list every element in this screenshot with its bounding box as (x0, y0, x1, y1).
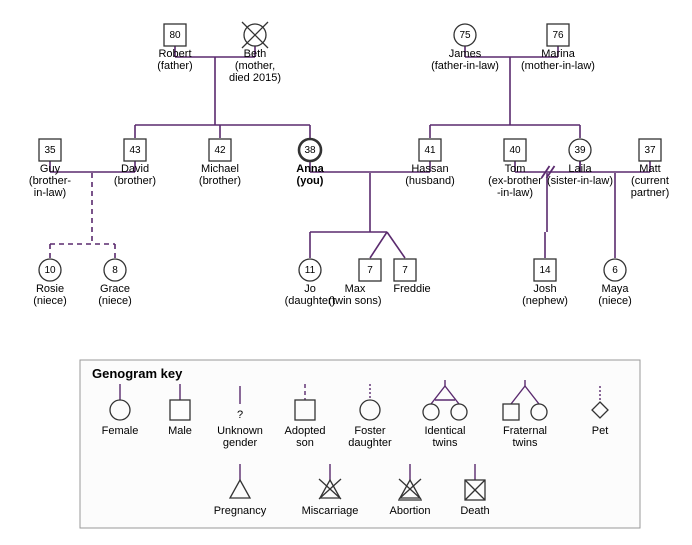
svg-text:(brother): (brother) (114, 175, 156, 187)
svg-text:Laila: Laila (568, 163, 592, 175)
svg-text:(sister-in-law): (sister-in-law) (547, 175, 613, 187)
svg-text:Beth: Beth (244, 48, 267, 60)
svg-text:14: 14 (539, 265, 551, 276)
svg-text:Female: Female (102, 425, 139, 437)
svg-text:Grace: Grace (100, 283, 130, 295)
svg-text:(father-in-law): (father-in-law) (431, 60, 499, 72)
svg-text:76: 76 (552, 30, 564, 41)
svg-text:(twin sons): (twin sons) (328, 295, 381, 307)
svg-text:38: 38 (304, 145, 316, 156)
svg-text:7: 7 (367, 265, 373, 276)
svg-text:(brother): (brother) (199, 175, 241, 187)
svg-text:42: 42 (214, 145, 226, 156)
svg-text:Unknown: Unknown (217, 425, 263, 437)
svg-text:partner): partner) (631, 187, 670, 199)
svg-text:Max: Max (345, 283, 366, 295)
svg-text:Matt: Matt (639, 163, 660, 175)
svg-text:Josh: Josh (533, 283, 556, 295)
svg-text:(niece): (niece) (33, 295, 67, 307)
svg-text:gender: gender (223, 437, 258, 449)
svg-text:James: James (449, 48, 482, 60)
svg-text:10: 10 (44, 265, 56, 276)
svg-text:(husband): (husband) (405, 175, 455, 187)
svg-text:Pet: Pet (592, 425, 609, 437)
svg-text:Pregnancy: Pregnancy (214, 505, 267, 517)
svg-text:Miscarriage: Miscarriage (302, 505, 359, 517)
svg-text:twins: twins (432, 437, 458, 449)
svg-text:David: David (121, 163, 149, 175)
svg-text:43: 43 (129, 145, 141, 156)
svg-text:(ex-brother: (ex-brother (488, 175, 542, 187)
svg-text:Freddie: Freddie (393, 283, 430, 295)
svg-text:(mother,: (mother, (235, 60, 275, 72)
svg-text:Robert: Robert (158, 48, 191, 60)
svg-text:Maya: Maya (602, 283, 630, 295)
svg-text:11: 11 (305, 265, 316, 276)
svg-text:Adopted: Adopted (285, 425, 326, 437)
svg-text:-in-law): -in-law) (497, 187, 533, 199)
svg-text:Hassan: Hassan (411, 163, 448, 175)
svg-text:(current: (current (631, 175, 669, 187)
svg-text:40: 40 (509, 145, 521, 156)
svg-text:Marina: Marina (541, 48, 576, 60)
svg-text:(mother-in-law): (mother-in-law) (521, 60, 595, 72)
key-title: Genogram key (92, 366, 183, 381)
svg-text:Rosie: Rosie (36, 283, 64, 295)
svg-text:41: 41 (424, 145, 436, 156)
svg-text:37: 37 (644, 145, 656, 156)
svg-text:(father): (father) (157, 60, 192, 72)
svg-text:Abortion: Abortion (390, 505, 431, 517)
svg-text:died 2015): died 2015) (229, 72, 281, 84)
svg-text:75: 75 (459, 30, 471, 41)
svg-text:(you): (you) (297, 175, 324, 187)
svg-text:Death: Death (460, 505, 489, 517)
svg-text:7: 7 (402, 265, 408, 276)
svg-text:?: ? (237, 409, 243, 421)
svg-text:Michael: Michael (201, 163, 239, 175)
svg-text:(niece): (niece) (598, 295, 632, 307)
svg-text:Jo: Jo (304, 283, 316, 295)
svg-text:Male: Male (168, 425, 192, 437)
svg-text:(niece): (niece) (98, 295, 132, 307)
svg-text:Identical: Identical (425, 425, 466, 437)
svg-text:Anna: Anna (296, 163, 324, 175)
svg-text:35: 35 (44, 145, 56, 156)
svg-text:80: 80 (169, 30, 181, 41)
genogram-diagram: 80 Robert(father) Beth(mother,died 2015) 75… (10, 10, 682, 535)
svg-text:Guy: Guy (40, 163, 61, 175)
svg-text:6: 6 (612, 265, 618, 276)
svg-text:39: 39 (574, 145, 586, 156)
svg-text:in-law): in-law) (34, 187, 66, 199)
svg-text:Tom: Tom (505, 163, 526, 175)
svg-text:8: 8 (112, 265, 118, 276)
svg-text:daughter: daughter (348, 437, 392, 449)
svg-text:Fraternal: Fraternal (503, 425, 547, 437)
svg-text:(brother-: (brother- (29, 175, 72, 187)
svg-text:twins: twins (512, 437, 538, 449)
svg-text:(nephew): (nephew) (522, 295, 568, 307)
svg-text:Foster: Foster (354, 425, 386, 437)
svg-text:son: son (296, 437, 314, 449)
